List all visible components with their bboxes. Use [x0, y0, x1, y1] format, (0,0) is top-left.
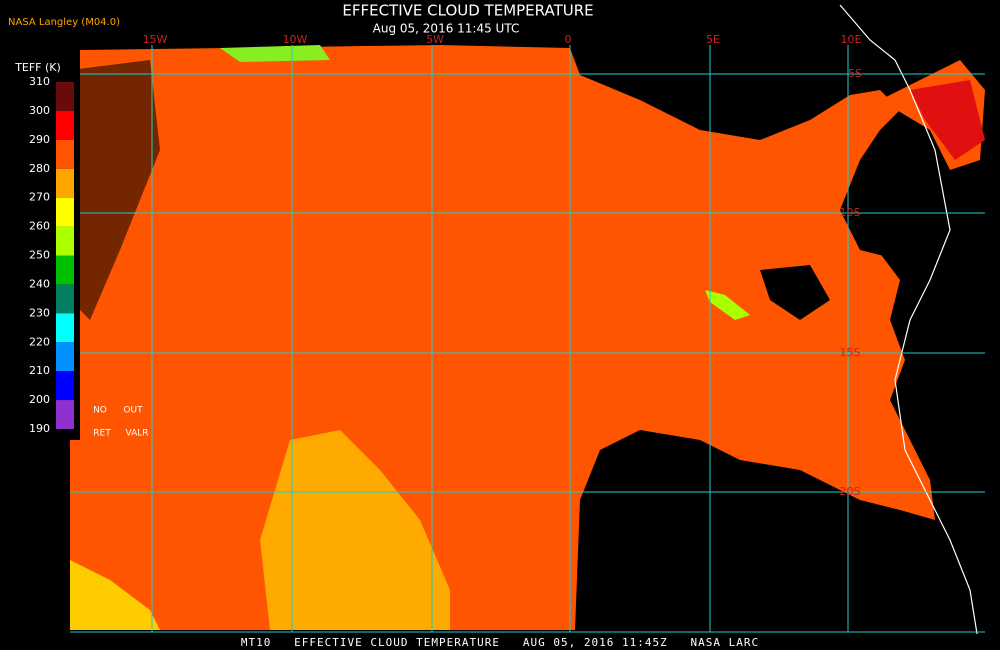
colorbar-tick-label: 210 [29, 364, 50, 377]
colorbar-tick-label: 260 [29, 220, 50, 233]
clear-region [700, 80, 790, 135]
brand: NASA Langley (M04.0) [8, 17, 120, 28]
colorbar-swatch [56, 226, 74, 256]
coastline [839, 4, 979, 641]
latitude-label: 15S [840, 346, 861, 359]
cloud-region [260, 430, 450, 630]
clear-region [840, 150, 930, 260]
colorbar-tick-label: 250 [29, 249, 50, 262]
colorbar-tick-label: 190 [29, 422, 50, 435]
subtitle: Aug 05, 2016 11:45 UTC [373, 22, 520, 36]
footer: MT10 EFFECTIVE CLOUD TEMPERATURE AUG 05,… [241, 636, 759, 649]
footer-bar [0, 634, 1000, 650]
colorbar-swatch [56, 255, 74, 285]
colorbar-tick-label: 200 [29, 393, 50, 406]
clear-region [70, 60, 160, 320]
longitude-label: 10E [841, 33, 862, 46]
latitude-label: 5S [848, 67, 862, 80]
cloud-region [220, 45, 330, 62]
colorbar-note: RET [93, 429, 111, 439]
colorbar-tick-label: 310 [29, 75, 50, 88]
cloud-field [70, 45, 985, 630]
colorbar-note: OUT [123, 406, 143, 416]
colorbar-tick-label: 290 [29, 133, 50, 146]
clear-region [760, 265, 830, 320]
latitude-label: 20S [840, 485, 861, 498]
colorbar-swatch [56, 110, 74, 140]
colorbar-note: VALR [125, 429, 148, 439]
colorbar-swatch [56, 400, 74, 429]
title: EFFECTIVE CLOUD TEMPERATURE [342, 2, 593, 20]
graticule [70, 45, 985, 633]
colorbar-swatch [56, 82, 74, 111]
longitude-label: 0 [565, 33, 572, 46]
cloud-region [70, 560, 160, 630]
colorbar-swatch [56, 313, 74, 343]
colorbar-swatch [56, 168, 74, 198]
colorbar-swatch [56, 139, 74, 169]
longitude-label: 5E [706, 33, 720, 46]
colorbar: TEFF (K) NO OUT RET VALR 310 300 290 280 270… [0, 50, 149, 440]
colorbar-note: NO [93, 406, 107, 416]
colorbar-swatch [56, 197, 74, 227]
colorbar-swatch [56, 342, 74, 372]
cloud-region [910, 80, 985, 160]
cloud-region [705, 290, 750, 320]
colorbar-swatch [56, 371, 74, 401]
colorbar-tick-label: 220 [29, 335, 50, 348]
colorbar-tick-label: 230 [29, 306, 50, 319]
colorbar-tick-label: 280 [29, 162, 50, 175]
longitude-label: 10W [283, 33, 308, 46]
colorbar-tick-label: 300 [29, 104, 50, 117]
colorbar-tick-label: 240 [29, 277, 50, 290]
longitude-label: 15W [143, 33, 168, 46]
colorbar-title: TEFF (K) [14, 61, 61, 74]
colorbar-swatch [56, 284, 74, 314]
colorbar-tick-label: 270 [29, 191, 50, 204]
latitude-label: 10S [840, 206, 861, 219]
longitude-label: 5W [426, 33, 444, 46]
